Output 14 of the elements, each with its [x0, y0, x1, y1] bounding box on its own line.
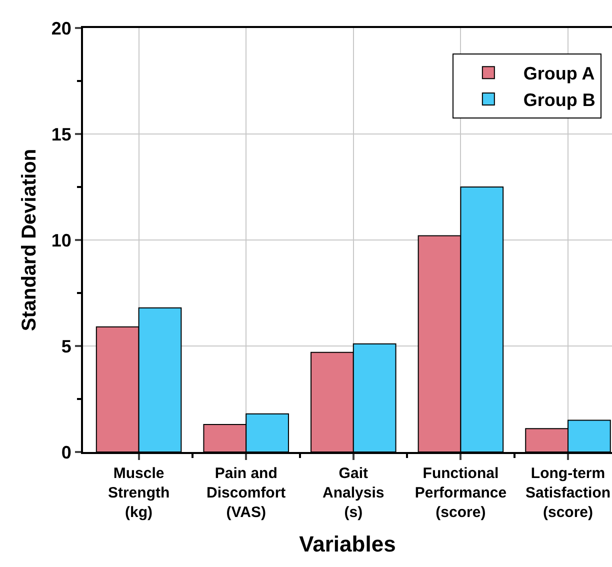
y-tick-label: 20 [51, 18, 72, 38]
x-tick-label: Gait Analysis (s) [322, 465, 384, 521]
y-tick-label: 0 [61, 442, 72, 462]
y-tick-label: 10 [51, 230, 72, 250]
legend-label: Group A [523, 64, 595, 84]
legend-label: Group B [523, 90, 596, 110]
x-tick-label: Long-term Satisfaction (score) [525, 465, 611, 521]
x-tick-label: Muscle Strength (kg) [108, 465, 170, 521]
x-axis-title: Variables [299, 531, 396, 556]
x-tick-label: Pain and Discomfort (VAS) [206, 465, 286, 521]
x-tick-label: Functional Performance (score) [414, 465, 507, 521]
y-axis-title: Standard Deviation [18, 148, 40, 332]
y-tick-label: 5 [61, 336, 72, 356]
y-tick-label: 15 [51, 124, 72, 144]
